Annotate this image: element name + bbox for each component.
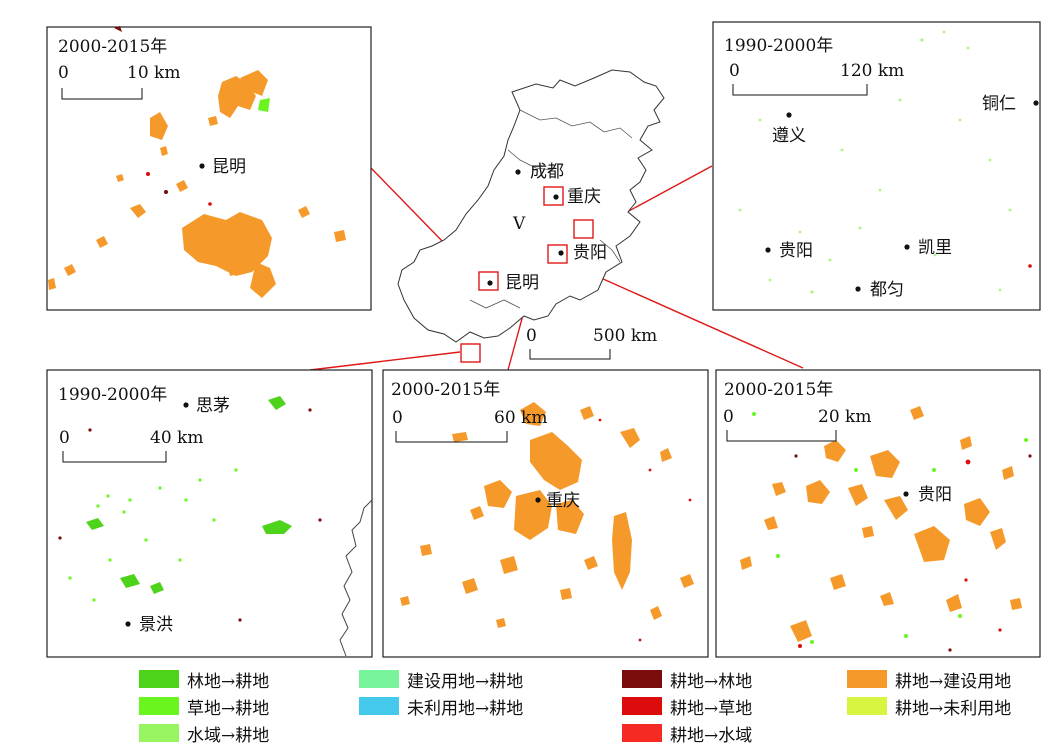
guizhou-scale-max: 120 km [840, 61, 904, 81]
legend-swatch [139, 697, 179, 715]
southwest-city-simao: 思茅 [196, 396, 230, 416]
legend-swatch [847, 670, 887, 688]
kunming-title: 2000-2015年 [58, 37, 167, 57]
region-label: V [512, 214, 526, 234]
legend-item: 草地→耕地 [139, 695, 270, 719]
city-dot-kunming [487, 280, 493, 286]
inset-southwest: 1990-2000年 0 40 km 思茅 景洪 [46, 369, 373, 658]
national-border [339, 499, 373, 657]
legend-item: 建设用地→耕地 [359, 668, 524, 692]
guizhou-city-kaili: 凯里 [918, 238, 952, 258]
legend-label: 耕地→水域 [670, 725, 753, 746]
southwest-grass-speckle [68, 468, 238, 602]
box-kunming [478, 271, 499, 291]
legend-label: 草地→耕地 [187, 698, 270, 719]
study-area-outline [397, 69, 665, 343]
main-scale-min: 0 [526, 326, 537, 346]
city-guiyang: 贵阳 [573, 243, 607, 263]
kunming-built-patches [48, 70, 346, 298]
southwest-title: 1990-2000年 [58, 385, 167, 405]
kunming-scale-max: 10 km [127, 63, 180, 83]
southwest-scale-min: 0 [59, 428, 70, 448]
legend-label: 林地→耕地 [187, 671, 270, 692]
guiyang-scale-max: 20 km [818, 407, 871, 427]
legend-label: 耕地→草地 [670, 698, 753, 719]
chongqing-scale-max: 60 km [494, 408, 547, 428]
chongqing-title: 2000-2015年 [391, 380, 500, 400]
legend-item: 耕地→未利用地 [847, 695, 1012, 719]
guizhou-scale-min: 0 [729, 61, 740, 81]
legend-label: 建设用地→耕地 [407, 671, 524, 692]
legend-item: 耕地→建设用地 [847, 668, 1012, 692]
box-guiyang [547, 244, 568, 264]
inset-guiyang: 2000-2015年 0 20 km 贵阳 [715, 369, 1041, 658]
chongqing-built-patches [400, 402, 694, 628]
southwest-city-jinghong: 景洪 [139, 615, 173, 635]
southwest-scale-max: 40 km [150, 428, 203, 448]
legend-label: 耕地→未利用地 [895, 698, 1012, 719]
legend-label: 水域→耕地 [187, 725, 270, 746]
kunming-city: 昆明 [212, 157, 246, 177]
chongqing-scale-min: 0 [392, 408, 403, 428]
guizhou-city-tongren: 铜仁 [982, 94, 1016, 114]
guizhou-cropland-speckle [738, 30, 1012, 294]
guizhou-city-duyun: 都匀 [870, 280, 904, 300]
legend-swatch [139, 724, 179, 742]
guiyang-built-patches [740, 406, 1022, 642]
city-dot-chengdu [515, 169, 521, 175]
legend-item: 耕地→草地 [622, 695, 753, 719]
inset-kunming: 2000-2015年 0 10 km 昆明 [46, 26, 372, 311]
inset-guizhou: 1990-2000年 0 120 km 遵义 铜仁 贵阳 凯里 都匀 [712, 21, 1041, 311]
guizhou-city-zunyi: 遵义 [772, 126, 806, 146]
legend-item: 未利用地→耕地 [359, 695, 524, 719]
legend-swatch [622, 724, 662, 742]
city-chengdu: 成都 [530, 162, 564, 182]
city-dot-guiyang [558, 250, 564, 256]
legend-label: 耕地→建设用地 [895, 671, 1012, 692]
legend-swatch [622, 670, 662, 688]
legend-item: 耕地→林地 [622, 668, 753, 692]
main-map: 成都 重庆 贵阳 昆明 V 0 500 km [397, 69, 665, 363]
leader-guiyang [564, 261, 804, 369]
city-chongqing: 重庆 [567, 187, 601, 207]
southwest-forest-patches [86, 396, 292, 594]
legend-swatch [847, 697, 887, 715]
legend-label: 耕地→林地 [670, 671, 753, 692]
legend-item: 耕地→水域 [622, 722, 753, 746]
guizhou-title: 1990-2000年 [724, 36, 833, 56]
guiyang-title: 2000-2015年 [724, 380, 833, 400]
box-guizhou [573, 219, 594, 239]
legend-swatch [359, 670, 399, 688]
box-southwest [460, 343, 481, 363]
highlight-boxes [460, 186, 594, 363]
legend-item: 林地→耕地 [139, 668, 270, 692]
legend-swatch [359, 697, 399, 715]
city-dot-chongqing [553, 194, 559, 200]
legend-label: 未利用地→耕地 [407, 698, 524, 719]
inset-chongqing: 2000-2015年 0 60 km 重庆 [382, 369, 709, 658]
legend-swatch [622, 697, 662, 715]
legend-swatch [139, 670, 179, 688]
guizhou-city-guiyang: 贵阳 [779, 241, 813, 261]
guiyang-scale-min: 0 [723, 407, 734, 427]
internal-boundary [469, 109, 633, 309]
legend: 林地→耕地 草地→耕地 水域→耕地 建设用地→耕地 未利用地→耕地 耕地→林地 … [0, 660, 1058, 753]
leader-southwest [309, 351, 461, 371]
main-scale-bar: 0 500 km [526, 326, 657, 360]
city-kunming: 昆明 [505, 273, 539, 293]
legend-item: 水域→耕地 [139, 722, 270, 746]
box-chongqing [543, 186, 564, 206]
main-scale-max: 500 km [593, 326, 657, 346]
guiyang-city: 贵阳 [918, 485, 952, 505]
chongqing-city: 重庆 [546, 491, 580, 511]
kunming-scale-min: 0 [58, 63, 69, 83]
